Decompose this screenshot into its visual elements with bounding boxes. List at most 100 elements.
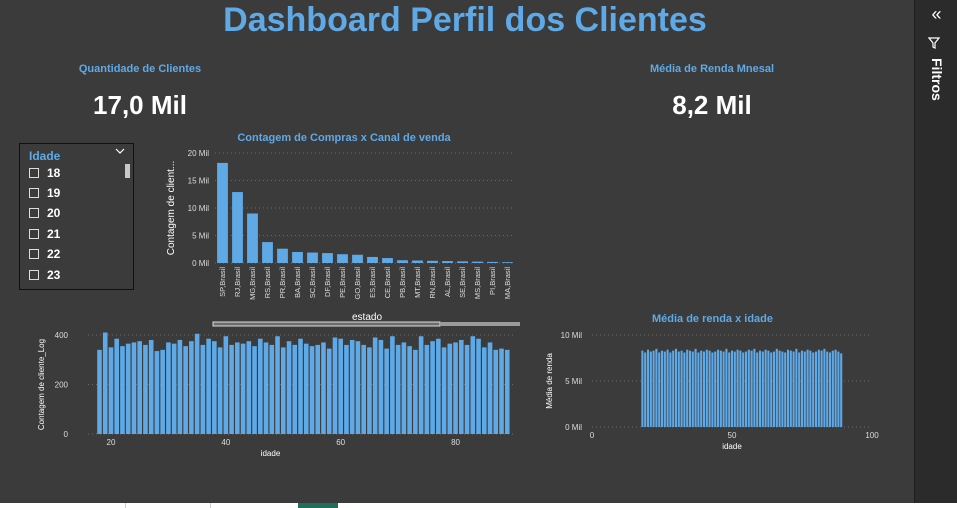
- bar: [649, 351, 652, 427]
- x-tick-label: PE,Brasil: [338, 267, 347, 298]
- y-axis-label: Contagem de client...: [166, 161, 177, 256]
- bar: [338, 338, 343, 434]
- bar: [820, 350, 823, 427]
- bar: [742, 352, 745, 427]
- chevron-down-icon[interactable]: [115, 146, 125, 159]
- bar: [442, 261, 453, 263]
- bar: [148, 339, 154, 434]
- bar: [298, 338, 303, 434]
- bar: [756, 352, 759, 427]
- y-tick-label: 200: [55, 381, 69, 390]
- checkbox[interactable]: [29, 270, 39, 280]
- x-tick-label: BA,Brasil: [293, 267, 302, 298]
- bar: [232, 192, 243, 263]
- page-tab[interactable]: [125, 503, 211, 508]
- bar: [728, 352, 731, 427]
- bar: [322, 253, 333, 263]
- bar: [326, 348, 332, 434]
- bar: [407, 346, 412, 434]
- bar: [189, 341, 194, 434]
- bar: [217, 162, 228, 263]
- bar: [125, 343, 131, 434]
- checkbox[interactable]: [29, 249, 39, 259]
- checkbox[interactable]: [29, 208, 39, 218]
- bar: [401, 342, 407, 434]
- age-slicer[interactable]: Idade 18 19 20 21 22 23: [19, 143, 134, 290]
- page-tabs-strip: [0, 503, 957, 508]
- bar: [309, 346, 315, 434]
- bar: [430, 341, 435, 434]
- y-tick-label: 15 Mil: [188, 177, 210, 186]
- bar: [840, 353, 843, 427]
- state-purchases-bar-chart[interactable]: 0 Mil 5 Mil 10 Mil 15 Mil 20 Mil SP,Brasil RJ,…: [160, 145, 520, 327]
- checkbox[interactable]: [29, 229, 39, 239]
- bar: [424, 344, 430, 434]
- bar: [457, 261, 468, 263]
- slicer-item[interactable]: 22: [29, 244, 60, 264]
- page-tab-active[interactable]: [298, 503, 338, 508]
- bar: [686, 349, 689, 427]
- y-tick-label: 400: [55, 331, 69, 340]
- bar: [722, 351, 725, 427]
- bar: [472, 261, 483, 263]
- bar: [826, 351, 829, 427]
- bar: [470, 336, 476, 434]
- bar: [240, 343, 246, 434]
- bar: [303, 343, 309, 434]
- bar: [332, 337, 338, 434]
- age-count-log-bar-chart[interactable]: 0 200 400 20 40 60 80 idade Contagem de cliente_…: [30, 327, 530, 462]
- slicer-scrollbar[interactable]: [125, 164, 130, 178]
- slicer-item[interactable]: 18: [29, 163, 60, 183]
- bar: [764, 349, 767, 427]
- income-by-age-bar-chart[interactable]: 0 Mil 5 Mil 10 Mil 0 50 100 idade Média de rend…: [540, 325, 890, 451]
- bar: [733, 351, 736, 427]
- x-tick-label: SP,Brasil: [218, 267, 227, 297]
- bar: [378, 339, 384, 434]
- bar: [493, 349, 499, 434]
- bar: [355, 341, 361, 434]
- bar: [677, 351, 680, 427]
- y-tick-label: 0: [64, 430, 69, 439]
- bar: [246, 341, 252, 434]
- bar: [200, 344, 206, 434]
- bar: [349, 339, 355, 434]
- bar: [803, 351, 806, 427]
- bar: [739, 350, 742, 427]
- bar: [361, 344, 366, 434]
- bar: [809, 350, 812, 427]
- bar: [352, 254, 363, 263]
- bar: [655, 348, 658, 427]
- bar: [694, 348, 697, 427]
- bar: [286, 341, 292, 434]
- bar: [800, 350, 804, 427]
- slicer-item[interactable]: 19: [29, 183, 60, 203]
- bar: [131, 342, 137, 434]
- bar: [784, 352, 787, 427]
- bar: [775, 348, 778, 427]
- bar: [719, 350, 722, 427]
- slicer-item[interactable]: 21: [29, 224, 60, 244]
- x-axis-label: estado: [352, 312, 382, 323]
- bar: [102, 332, 108, 434]
- slicer-item[interactable]: 20: [29, 203, 60, 223]
- x-tick-label: RN,Brasil: [428, 267, 437, 299]
- x-tick-label: 50: [728, 431, 737, 440]
- bar: [447, 343, 453, 434]
- bar: [814, 351, 818, 427]
- bar: [747, 349, 750, 427]
- y-axis-label: Contagem de cliente_Log: [37, 339, 46, 430]
- bar: [263, 342, 269, 434]
- bar: [292, 344, 298, 434]
- checkbox[interactable]: [29, 168, 39, 178]
- bar: [730, 350, 734, 427]
- bar: [504, 349, 510, 434]
- double-chevron-left-icon[interactable]: «: [931, 4, 942, 24]
- bar: [772, 351, 776, 427]
- bar: [262, 242, 273, 263]
- funnel-icon: [927, 36, 941, 54]
- filters-pane[interactable]: « Filtros: [914, 0, 957, 508]
- page-tab[interactable]: [0, 503, 126, 508]
- slicer-item[interactable]: 23: [29, 265, 60, 285]
- checkbox[interactable]: [29, 188, 39, 198]
- bar: [143, 344, 148, 434]
